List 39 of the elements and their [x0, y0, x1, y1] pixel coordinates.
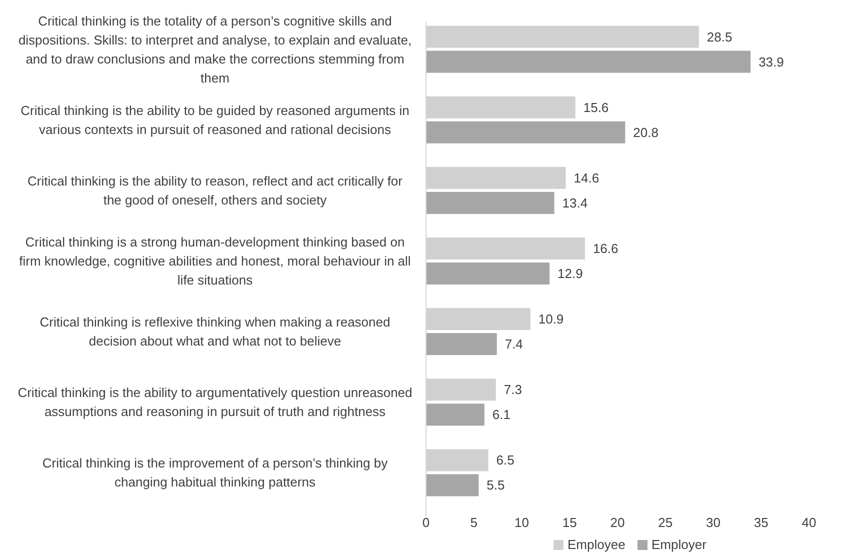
- bar: [426, 192, 554, 214]
- x-tick-label: 5: [470, 515, 478, 530]
- bar: [426, 474, 479, 496]
- x-tick-label: 35: [754, 515, 768, 530]
- x-tick-label: 10: [514, 515, 529, 530]
- data-label: 28.5: [706, 29, 732, 44]
- y-tick-label: Critical thinking is reflexive thinking when making a reasoned decision about what and what not to believe: [40, 314, 390, 349]
- bar: [426, 50, 751, 73]
- bar: [426, 121, 626, 144]
- y-tick-label: Critical thinking is the ability to argumentatively question unreasoned assumptions and reasoning in pursuit of truth and rightness: [18, 385, 412, 420]
- data-label: 16.6: [592, 241, 618, 256]
- y-tick-label: Critical thinking is the ability to reason, reflect and act critically for the good of oneself, others and society: [28, 173, 404, 208]
- bar: [426, 404, 484, 426]
- data-label: 13.4: [562, 195, 588, 210]
- data-label: 14.6: [574, 170, 600, 186]
- legend-label: Employer: [652, 537, 708, 552]
- legend-label: Employee: [568, 537, 626, 552]
- bar: [426, 333, 497, 356]
- data-label: 15.6: [583, 100, 609, 115]
- y-tick-label: Critical thinking is the ability to be guided by reasoned arguments in various contexts in pursuit of reasoned and rational decisions: [20, 102, 410, 137]
- x-tick-label: 0: [422, 515, 430, 530]
- data-label: 6.1: [492, 407, 510, 422]
- data-label: 7.3: [504, 382, 522, 398]
- y-tick-label: Critical thinking is the improvement of a person’s thinking by changing habitual thinking patterns: [42, 456, 388, 490]
- x-tick-label: 40: [802, 515, 816, 530]
- y-tick-label: Critical thinking is a strong human-development thinking based on firm knowledge, cognitive abilities and honest, moral behaviour in all life situations: [19, 234, 411, 288]
- data-label: 5.5: [486, 478, 505, 493]
- x-tick-label: 15: [562, 515, 577, 530]
- data-label: 20.8: [633, 124, 658, 140]
- data-label: 10.9: [538, 312, 564, 327]
- x-tick-label: 30: [706, 515, 720, 530]
- data-label: 12.9: [558, 266, 583, 281]
- data-label: 7.4: [504, 336, 523, 352]
- x-tick-label: 25: [658, 515, 673, 530]
- bar: [426, 262, 550, 284]
- y-tick-label: Critical thinking is the totality of a person’s cognitive skills and dispositions. Skills: to interpret and analyse, to explain and evaluate, and to draw conclusions and make the corrections stemming from them: [18, 13, 412, 86]
- data-label: 33.9: [758, 54, 784, 70]
- x-tick-label: 20: [610, 515, 625, 530]
- data-label: 6.5: [496, 452, 514, 468]
